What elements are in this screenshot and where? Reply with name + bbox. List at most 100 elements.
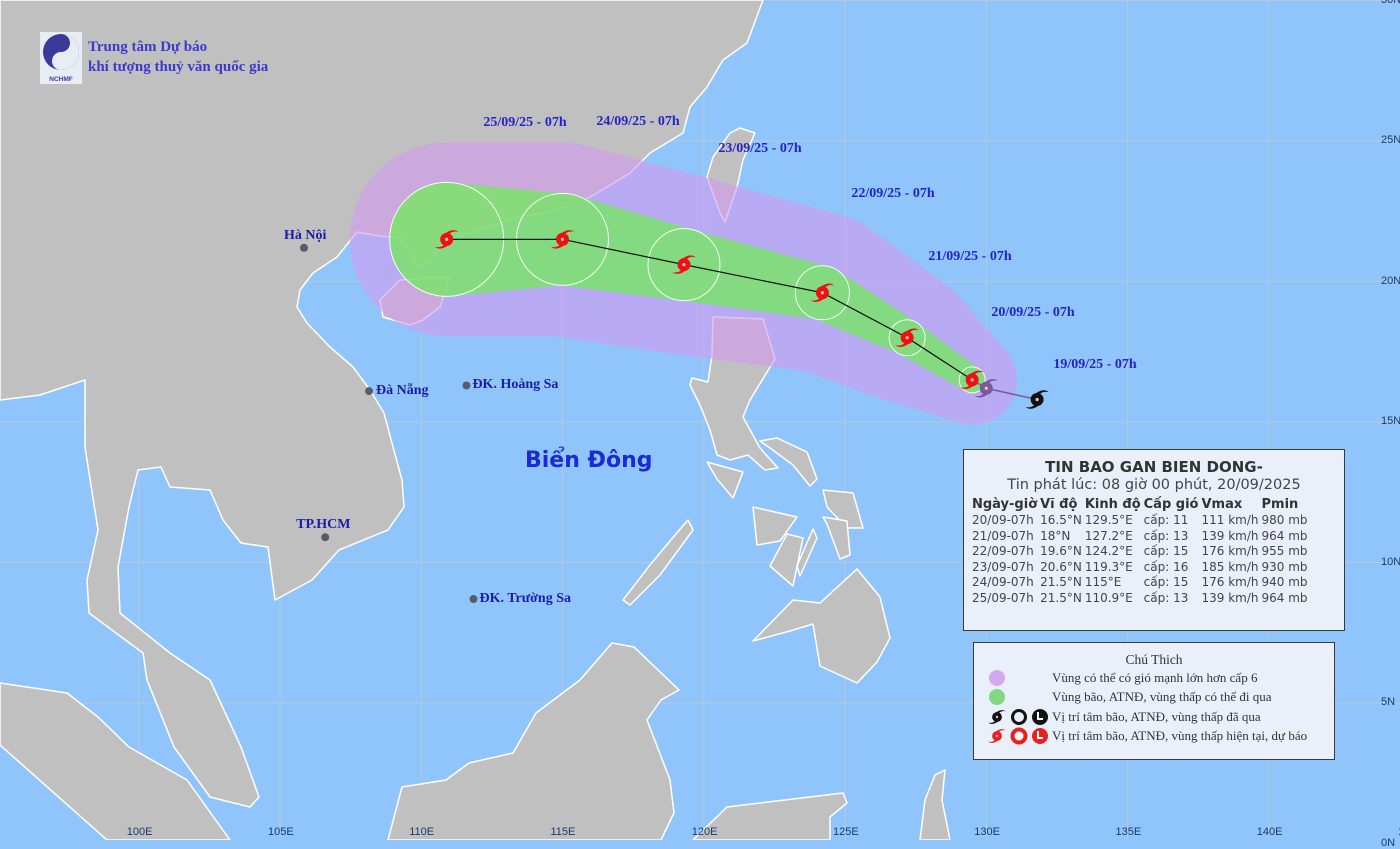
legend-text: Vùng bão, ATNĐ, vùng thấp có thể đi qua <box>1052 689 1272 705</box>
storm-track <box>300 230 1049 604</box>
track-date-label: 22/09/25 - 07h <box>851 186 935 201</box>
table-cell: cấp: 13 <box>1143 528 1189 543</box>
legend-item-storm-zone: Vùng bão, ATNĐ, vùng thấp có thể đi qua <box>974 688 1334 708</box>
sulawesi-island <box>692 792 848 840</box>
lon-tick-label: 115E <box>550 826 576 838</box>
table-cell: 24/09-07h <box>972 575 1034 589</box>
bulletin-issued-time: Tin phát lúc: 08 giờ 00 phút, 20/09/2025 <box>1007 477 1301 493</box>
past-storm-icon <box>988 709 1006 724</box>
legend-item-wind-zone: Vùng có thể có gió mạnh lớn hơn cấp 6 <box>974 668 1334 688</box>
svg-text:NCHMF: NCHMF <box>49 76 72 83</box>
track-date-label: 23/09/25 - 07h <box>718 141 802 156</box>
forecast-table: Ngày-giờ Vĩ độ Kinh độ Cấp gió Vmax Pmin 20/0… <box>972 496 1311 606</box>
lon-tick-label: 140E <box>1256 826 1283 838</box>
table-cell: cấp: 15 <box>1143 575 1189 589</box>
legend-text: Vị trí tâm bão, ATNĐ, vùng thấp đã qua <box>1052 708 1261 724</box>
column-header: Kinh độ <box>1084 497 1141 512</box>
place-label: Hà Nội <box>284 227 327 243</box>
table-cell: cấp: 15 <box>1143 544 1189 558</box>
table-cell: cấp: 16 <box>1143 559 1189 574</box>
bulletin-title: TIN BAO GAN BIEN DONG- <box>1045 458 1263 476</box>
table-cell: 139 km/h <box>1201 528 1259 543</box>
legend: Chú Thich Vùng có thể có gió mạnh lớn hơ… <box>973 642 1335 760</box>
table-row: 20/09-07h 16.5°N 129.5°E cấp: 11 111 km/h 980… <box>972 513 1311 529</box>
nchmf-logo: NCHMF <box>40 32 82 84</box>
table-cell: 110.9°E <box>1084 590 1133 605</box>
table-cell: 176 km/h <box>1201 544 1259 558</box>
table-cell: 22/09-07h <box>972 544 1034 558</box>
table-cell: cấp: 11 <box>1143 513 1189 527</box>
past-depression-icon <box>1011 708 1027 725</box>
column-header: Cấp gió <box>1143 497 1199 512</box>
track-date-label: 21/09/25 - 07h <box>928 249 1012 264</box>
table-cell: 18°N <box>1040 528 1071 543</box>
cebu-island <box>796 528 818 577</box>
table-cell: 25/09-07h <box>972 590 1034 605</box>
table-cell: 980 mb <box>1261 513 1308 527</box>
palawan-island <box>622 519 694 606</box>
org-name-line1: Trung tâm Dự báo <box>88 39 208 55</box>
track-date-label: 25/09/25 - 07h <box>483 115 567 130</box>
place-marker-icon <box>364 387 373 396</box>
legend-item-past-position: Vị trí tâm bão, ATNĐ, vùng thấp đã qua <box>974 707 1334 727</box>
lat-tick-label: 30N <box>1381 0 1400 6</box>
org-name-line2: khí tượng thuỷ văn quốc gia <box>88 59 269 75</box>
place-marker-icon <box>462 381 471 390</box>
lon-tick-label: 130E <box>974 826 1000 838</box>
table-cell: 129.5°E <box>1084 513 1133 527</box>
table-cell: 940 mb <box>1261 575 1308 589</box>
table-cell: 21.5°N <box>1040 590 1082 605</box>
table-row: 24/09-07h 21.5°N 115°E cấp: 15 176 km/h 940 m… <box>972 575 1311 591</box>
halmahera-island <box>919 769 951 840</box>
place-label: Đà Nẵng <box>375 383 429 399</box>
forecast-track-line <box>446 238 973 381</box>
lat-tick-label: 20N <box>1381 274 1400 287</box>
table-cell: 23/09-07h <box>972 559 1034 574</box>
table-cell: cấp: 13 <box>1143 590 1189 605</box>
table-row: 21/09-07h 18°N 127.2°E cấp: 13 139 km/h 964 m… <box>972 529 1311 545</box>
table-cell: 16.5°N <box>1040 513 1082 527</box>
table-cell: 119.3°E <box>1084 559 1133 574</box>
lon-tick-label: 135E <box>1115 826 1142 838</box>
place-label: ĐK. Hoàng Sa <box>472 377 559 393</box>
column-header: Pmin <box>1261 497 1299 512</box>
place-marker-icon <box>469 595 478 604</box>
track-date-label: 19/09/25 - 07h <box>1053 357 1137 372</box>
legend-item-current-position: Vị trí tâm bão, ATNĐ, vùng thấp hiện tại… <box>974 727 1334 747</box>
negros-island <box>769 533 804 587</box>
lat-tick-label: 5N <box>1381 696 1396 708</box>
borneo-island <box>387 642 680 840</box>
table-cell: 19.6°N <box>1040 544 1082 558</box>
table-cell: 124.2°E <box>1084 544 1133 558</box>
past-position-icons <box>988 708 1048 725</box>
lat-tick-label: 10N <box>1381 555 1400 568</box>
forecast-radius-circle <box>888 319 926 357</box>
place-marker-icon <box>300 243 309 252</box>
table-cell: 955 mb <box>1261 544 1308 558</box>
track-date-label: 20/09/25 - 07h <box>991 305 1075 320</box>
lon-tick-label: 105E <box>268 826 294 838</box>
lat-tick-label: 25N <box>1381 134 1400 146</box>
lat-tick-label: 0N <box>1381 836 1396 849</box>
place-marker-icon <box>321 533 330 542</box>
mindanao-island <box>752 568 891 684</box>
legend-text: Vùng có thể có gió mạnh lớn hơn cấp 6 <box>1052 669 1258 685</box>
table-cell: 139 km/h <box>1201 590 1259 605</box>
table-cell: 930 mb <box>1261 559 1308 574</box>
table-cell: 21.5°N <box>1040 575 1082 589</box>
samar-island <box>822 489 864 529</box>
place-label: ĐK. Trường Sa <box>479 591 572 607</box>
current-forecast-position-icons <box>988 727 1048 745</box>
lon-tick-label: 145E <box>1398 826 1400 838</box>
lon-tick-label: 120E <box>691 826 718 838</box>
forecast-radius-circle <box>794 265 850 321</box>
mindoro-island <box>706 461 744 499</box>
lon-tick-label: 125E <box>833 826 859 838</box>
table-cell: 21/09-07h <box>972 528 1034 543</box>
column-header: Ngày-giờ <box>972 497 1038 512</box>
leyte-island <box>822 516 851 560</box>
table-cell: 127.2°E <box>1084 528 1133 543</box>
table-cell: 20.6°N <box>1040 559 1082 574</box>
table-cell: 964 mb <box>1261 528 1308 543</box>
